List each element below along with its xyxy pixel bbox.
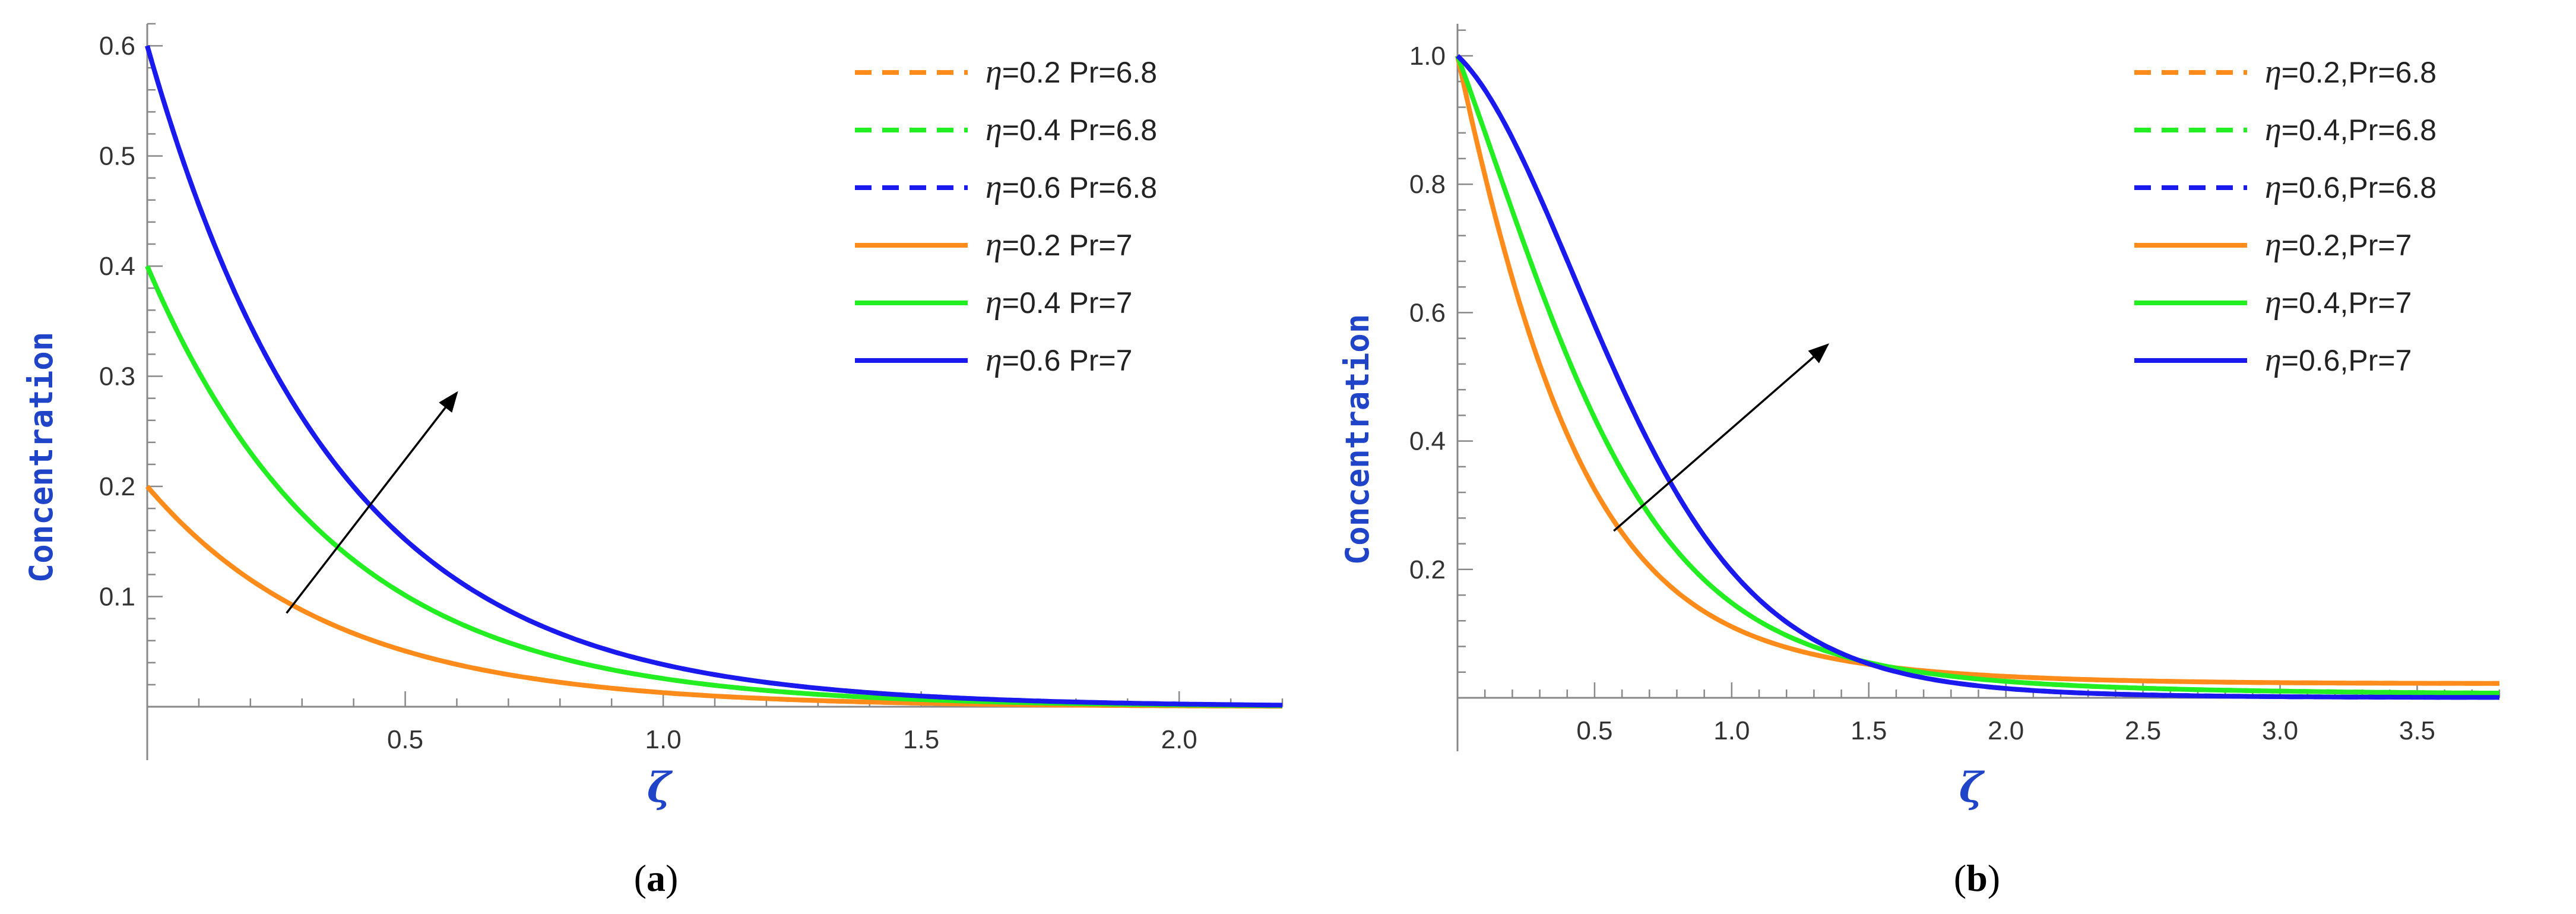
panel-a-legend-eta-symbol: η bbox=[986, 111, 1002, 148]
panel-b-legend-entry-5: η=0.4,Pr=7 bbox=[2265, 284, 2412, 321]
panel-b-y-tick-label: 0.2 bbox=[1409, 555, 1446, 584]
panel-b-y-tick-label: 0.6 bbox=[1409, 298, 1446, 327]
panel-b-series-4-line bbox=[1455, 55, 2499, 686]
panel-b-legend-text: =0.4,Pr=7 bbox=[2282, 286, 2412, 320]
panel-a-legend-eta-symbol: η bbox=[986, 284, 1002, 321]
panel-b-x-tick-label: 3.5 bbox=[2399, 716, 2435, 745]
panel-b-legend-text: =0.6,Pr=6.8 bbox=[2282, 171, 2436, 204]
panel-a-legend-eta-symbol: η bbox=[986, 341, 1002, 378]
panel-a-x-tick-label: 0.5 bbox=[387, 725, 423, 754]
panel-b-series-6-line bbox=[1456, 54, 2500, 700]
panel-b-caption-letter: b bbox=[1966, 857, 1988, 899]
panel-b-y-tick-label: 1.0 bbox=[1409, 42, 1446, 71]
panel-b-legend-entry-4: η=0.2,Pr=7 bbox=[2265, 226, 2412, 263]
panel-b-curves bbox=[1455, 54, 2500, 700]
panel-a-legend-text: =0.2 Pr=7 bbox=[1002, 229, 1133, 262]
panel-b-series-5-line bbox=[1455, 55, 2499, 696]
panel-a-legend-entry-4: η=0.2 Pr=7 bbox=[986, 226, 1132, 263]
panel-a-x-axis-label: ζ bbox=[647, 764, 673, 812]
panel-b-legend-text: =0.6,Pr=7 bbox=[2282, 344, 2412, 377]
panel-a-legend-entry-6: η=0.6 Pr=7 bbox=[986, 341, 1132, 378]
panel-a-series-5-line bbox=[145, 265, 1283, 709]
panel-a-legend-entry-1: η=0.2 Pr=6.8 bbox=[986, 53, 1157, 90]
panel-a-legend-eta-symbol: η bbox=[986, 53, 1002, 90]
panel-a-series-2-line bbox=[145, 265, 1283, 709]
panel-a-caption-letter: a bbox=[647, 857, 666, 899]
panel-a-x-tick-label: 1.0 bbox=[645, 725, 682, 754]
panel-b-legend-entry-3: η=0.6,Pr=6.8 bbox=[2265, 169, 2436, 205]
panel-a-legend-entry-5: η=0.4 Pr=7 bbox=[986, 284, 1132, 321]
panel-a-legend-text: =0.6 Pr=7 bbox=[1002, 344, 1133, 377]
panel-b-legend: η=0.2,Pr=6.8η=0.4,Pr=6.8η=0.6,Pr=6.8η=0.… bbox=[2134, 53, 2436, 378]
panel-a-series-6-line bbox=[145, 45, 1283, 708]
panel-a-legend-eta-symbol: η bbox=[986, 226, 1002, 263]
panel-b-trend-arrow bbox=[1613, 343, 1830, 532]
panel-b-legend-eta-symbol: η bbox=[2265, 284, 2282, 321]
panel-a-y-tick-label: 0.2 bbox=[99, 472, 135, 501]
panel-b-legend-eta-symbol: η bbox=[2265, 341, 2282, 378]
panel-b-legend-eta-symbol: η bbox=[2265, 53, 2282, 90]
panel-a-legend: η=0.2 Pr=6.8η=0.4 Pr=6.8η=0.6 Pr=6.8η=0.… bbox=[855, 53, 1157, 378]
panel-b-x-tick-label: 1.0 bbox=[1713, 716, 1750, 745]
panel-b-chart: 0.5 1.0 1.5 2.0 2.5 3.0 3.50.20.40.60.81.0 η=0… bbox=[1339, 24, 2501, 899]
panel-a-legend-text: =0.2 Pr=6.8 bbox=[1002, 56, 1157, 89]
panel-b-x-tick-label: 2.0 bbox=[1988, 716, 2024, 745]
panel-a-x-tick-label: 2.0 bbox=[1161, 725, 1197, 754]
panel-a-caption: (a) bbox=[634, 857, 679, 899]
panel-b-legend-text: =0.2,Pr=7 bbox=[2282, 229, 2412, 262]
panel-a-legend-entry-3: η=0.6 Pr=6.8 bbox=[986, 169, 1157, 205]
panel-b-legend-eta-symbol: η bbox=[2265, 111, 2282, 148]
panel-b-legend-eta-symbol: η bbox=[2265, 226, 2282, 263]
panel-b-x-tick-label: 2.5 bbox=[2125, 716, 2161, 745]
panel-a-legend-text: =0.4 Pr=6.8 bbox=[1002, 113, 1157, 147]
panel-a-legend-entry-2: η=0.4 Pr=6.8 bbox=[986, 111, 1157, 148]
panel-a-legend-eta-symbol: η bbox=[986, 169, 1002, 205]
panel-b-legend-entry-1: η=0.2,Pr=6.8 bbox=[2265, 53, 2436, 90]
panel-a-trend-arrow bbox=[286, 391, 458, 614]
panel-b-legend-eta-symbol: η bbox=[2265, 169, 2282, 205]
panel-b-x-tick-label: 1.5 bbox=[1851, 716, 1887, 745]
panel-a-y-axis-label: Concentration bbox=[23, 332, 60, 583]
panel-b-legend-entry-6: η=0.6,Pr=7 bbox=[2265, 341, 2412, 378]
panel-a-y-tick-label: 0.5 bbox=[99, 142, 135, 171]
panel-b-y-tick-label: 0.8 bbox=[1409, 170, 1446, 199]
panel-b-y-tick-label: 0.4 bbox=[1409, 427, 1446, 456]
panel-a-x-tick-label: 1.5 bbox=[903, 725, 939, 754]
panel-b-y-axis-label: Concentration bbox=[1339, 314, 1376, 565]
panel-a-y-tick-label: 0.3 bbox=[99, 362, 135, 391]
panel-b-legend-text: =0.4,Pr=6.8 bbox=[2282, 113, 2436, 147]
panel-a-axes: 0.5 1.0 1.5 2.0 0.1 0.2 0.3 0.4 0.5 0.6 bbox=[99, 23, 1284, 760]
panel-b-legend-text: =0.2,Pr=6.8 bbox=[2282, 56, 2436, 89]
panel-b-x-tick-label: 3.0 bbox=[2262, 716, 2298, 745]
panel-b-x-tick-label: 0.5 bbox=[1576, 716, 1612, 745]
panel-a-y-tick-label: 0.6 bbox=[99, 31, 135, 61]
panel-b-legend-entry-2: η=0.4,Pr=6.8 bbox=[2265, 111, 2436, 148]
panel-a-legend-text: =0.6 Pr=6.8 bbox=[1002, 171, 1157, 204]
panel-a-curves bbox=[145, 45, 1283, 709]
panel-a-y-tick-label: 0.4 bbox=[99, 252, 135, 281]
panel-a-y-tick-label: 0.1 bbox=[99, 583, 135, 612]
panel-b-x-axis-label: ζ bbox=[1959, 764, 1985, 812]
panel-a-legend-text: =0.4 Pr=7 bbox=[1002, 286, 1133, 320]
panel-a-chart: 0.5 1.0 1.5 2.00.10.20.30.40.50.6 η=0.2 Pr=… bbox=[23, 23, 1284, 899]
panel-b-axes: 0.5 1.0 1.5 2.0 2.5 3.0 3.5 0.2 0.4 0.6 0.8 1.0 bbox=[1409, 24, 2501, 751]
panel-b-caption: (b) bbox=[1954, 857, 2000, 899]
